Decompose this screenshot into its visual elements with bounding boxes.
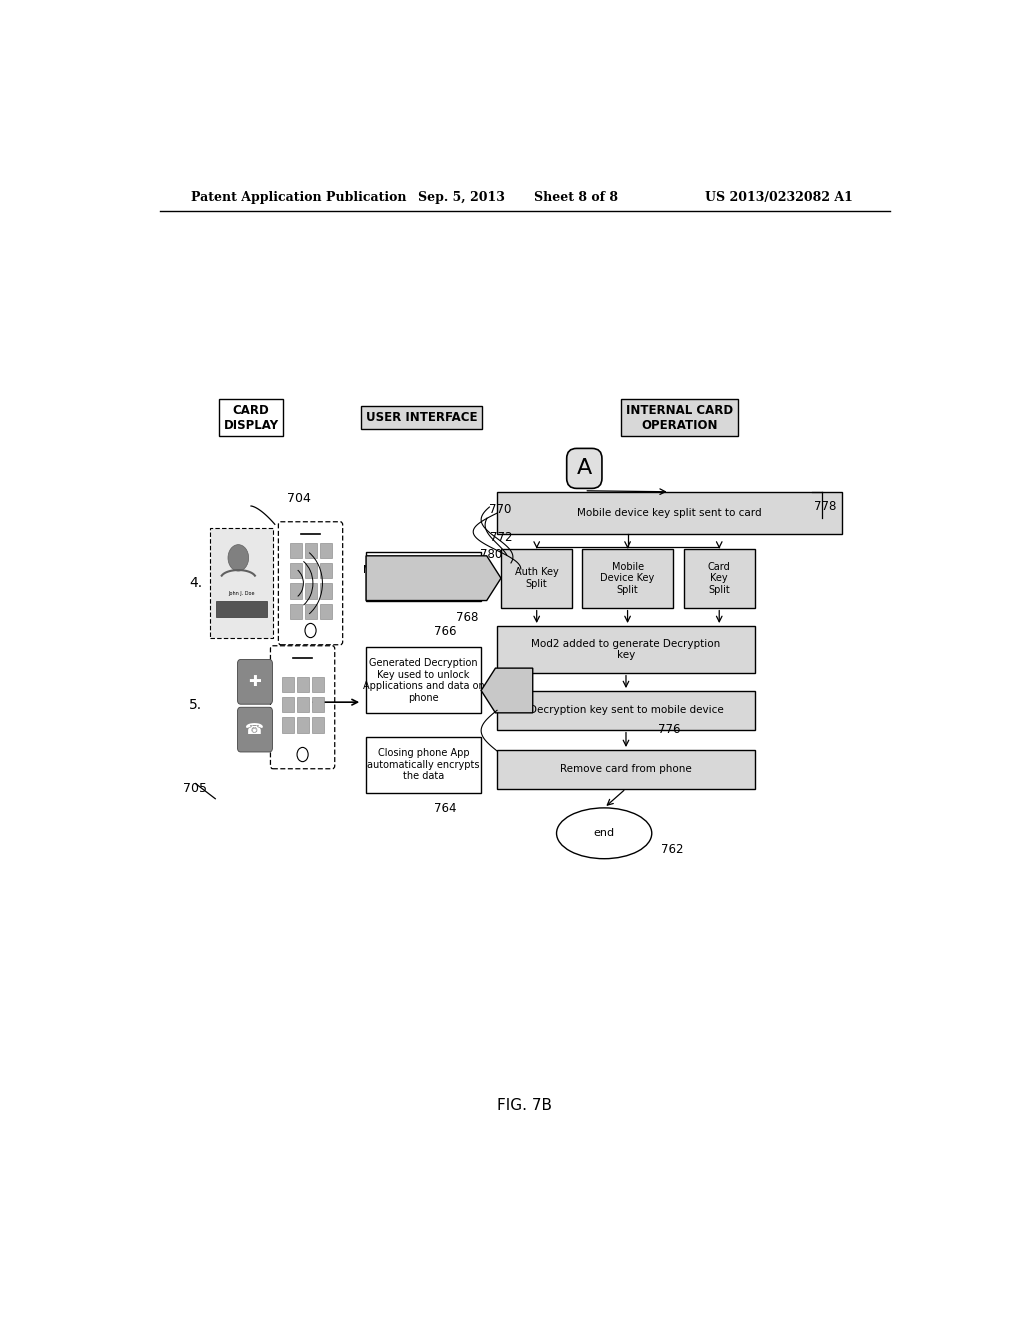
FancyBboxPatch shape [312,718,324,733]
FancyBboxPatch shape [290,603,302,619]
Text: INTERNAL CARD
OPERATION: INTERNAL CARD OPERATION [626,404,733,432]
FancyBboxPatch shape [321,603,332,619]
Text: 762: 762 [662,843,684,857]
Text: Generated Decryption
Key used to unlock
Applications and data on
phone: Generated Decryption Key used to unlock … [362,657,484,702]
Text: 772: 772 [489,531,512,544]
FancyBboxPatch shape [290,543,302,558]
FancyBboxPatch shape [497,492,842,535]
Ellipse shape [557,808,651,859]
Text: Sheet 8 of 8: Sheet 8 of 8 [535,190,618,203]
FancyBboxPatch shape [321,543,332,558]
FancyBboxPatch shape [497,750,755,788]
Text: US 2013/0232082 A1: US 2013/0232082 A1 [705,190,853,203]
Text: Auth Key
Split: Auth Key Split [515,568,558,589]
FancyBboxPatch shape [305,543,316,558]
Text: Remove card from phone: Remove card from phone [560,764,692,775]
FancyBboxPatch shape [297,677,309,692]
Circle shape [297,747,308,762]
FancyBboxPatch shape [282,697,294,713]
FancyBboxPatch shape [210,528,273,638]
Circle shape [305,623,316,638]
FancyBboxPatch shape [279,521,343,644]
FancyBboxPatch shape [216,601,267,616]
FancyBboxPatch shape [270,645,335,768]
FancyBboxPatch shape [282,718,294,733]
Text: FIG. 7B: FIG. 7B [498,1098,552,1113]
Text: Sep. 5, 2013: Sep. 5, 2013 [418,190,505,203]
Text: Decryption key sent to mobile device: Decryption key sent to mobile device [528,705,723,715]
FancyBboxPatch shape [305,562,316,578]
Text: 705: 705 [183,781,208,795]
FancyBboxPatch shape [367,552,481,601]
Text: ☎: ☎ [246,722,264,737]
FancyBboxPatch shape [312,677,324,692]
FancyBboxPatch shape [684,549,755,607]
FancyBboxPatch shape [297,718,309,733]
Text: Mod2 added to generate Decryption
key: Mod2 added to generate Decryption key [531,639,721,660]
Text: 770: 770 [489,503,511,516]
Text: A: A [577,458,592,478]
Text: USER INTERFACE: USER INTERFACE [366,411,477,424]
FancyBboxPatch shape [367,737,481,792]
FancyBboxPatch shape [305,603,316,619]
Polygon shape [481,668,532,713]
Polygon shape [367,556,501,601]
Text: 780: 780 [479,548,502,561]
Text: Mobile
Device Key
Split: Mobile Device Key Split [600,561,654,595]
Text: Patent Application Publication: Patent Application Publication [191,190,407,203]
FancyBboxPatch shape [321,583,332,598]
FancyBboxPatch shape [238,708,272,752]
Text: 5.: 5. [188,698,202,713]
Text: Card
Key
Split: Card Key Split [708,561,730,595]
Text: 776: 776 [658,723,681,737]
Text: Closing phone App
automatically encrypts
the data: Closing phone App automatically encrypts… [368,748,480,781]
Text: 774: 774 [483,689,506,701]
FancyBboxPatch shape [297,697,309,713]
Text: 764: 764 [433,803,456,816]
Text: CARD
DISPLAY: CARD DISPLAY [223,404,279,432]
Text: 766: 766 [433,624,456,638]
FancyBboxPatch shape [282,677,294,692]
Text: 704: 704 [287,492,310,506]
FancyBboxPatch shape [582,549,673,607]
FancyBboxPatch shape [290,583,302,598]
FancyBboxPatch shape [501,549,572,607]
FancyBboxPatch shape [305,583,316,598]
FancyBboxPatch shape [238,660,272,704]
Circle shape [228,545,249,572]
Text: 4.: 4. [188,577,202,590]
Text: Mobile reader  supplies
power to card: Mobile reader supplies power to card [362,565,484,587]
Text: 778: 778 [814,499,837,512]
Text: John J. Doe: John J. Doe [228,591,255,595]
Text: 768: 768 [456,611,478,624]
FancyBboxPatch shape [290,562,302,578]
FancyBboxPatch shape [497,690,755,730]
FancyBboxPatch shape [497,626,755,673]
FancyBboxPatch shape [321,562,332,578]
Text: ✚: ✚ [249,675,261,689]
Text: Mobile device key split sent to card: Mobile device key split sent to card [578,508,762,519]
FancyBboxPatch shape [367,647,481,713]
FancyBboxPatch shape [312,697,324,713]
Text: end: end [594,828,614,838]
